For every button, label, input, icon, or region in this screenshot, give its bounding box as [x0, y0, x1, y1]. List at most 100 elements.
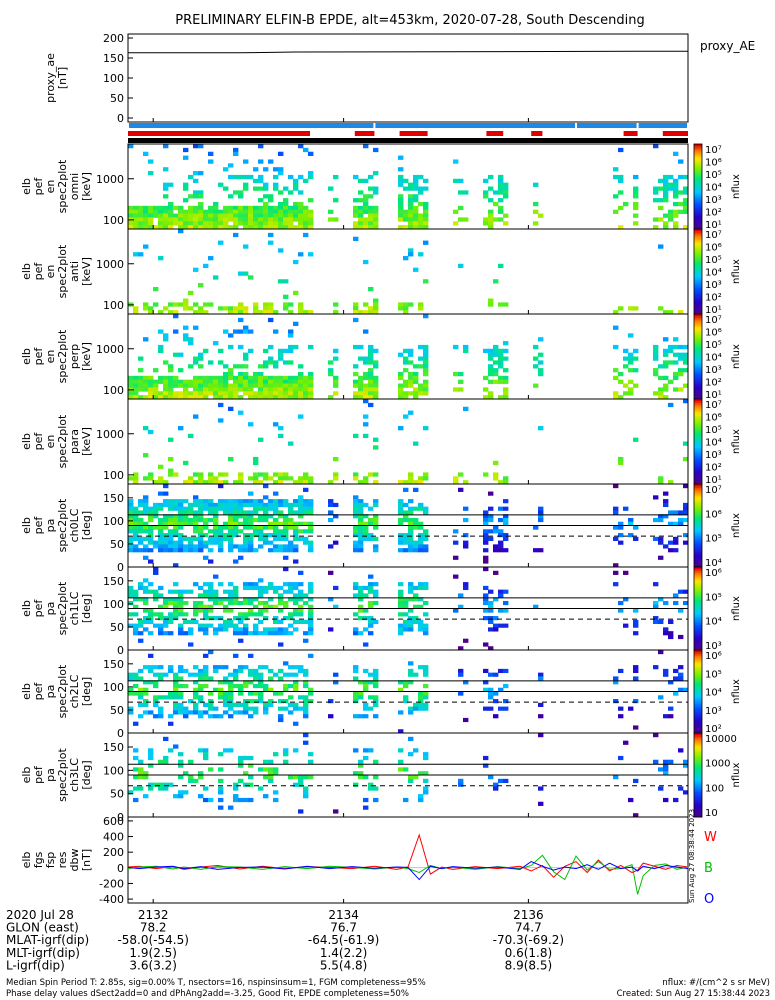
spectrogram-cell	[243, 514, 249, 519]
y-axis-label-line: spec2plot	[56, 244, 69, 298]
colorbar-swatch	[694, 233, 702, 236]
spectrogram-cell	[483, 540, 489, 545]
y-axis-label-7: elb pef pa spec2plot ch1LC [deg]	[20, 581, 93, 635]
spectrogram-cell	[198, 310, 204, 315]
spectrogram-cell	[253, 533, 259, 538]
spectrogram-cell	[268, 205, 274, 211]
colorbar-swatch	[694, 712, 702, 715]
spectrogram-cell	[358, 771, 364, 776]
spin-bar-segment	[638, 123, 687, 128]
spectrogram-cell	[453, 178, 459, 184]
colorbar-swatch	[694, 396, 702, 400]
spectrogram-cell	[658, 480, 664, 485]
spectrogram-cell	[208, 391, 214, 396]
y-axis-label-line: proxy_ae	[44, 53, 57, 103]
colorbar-swatch	[694, 722, 702, 726]
spectrogram-cell	[408, 302, 414, 307]
spectrogram-cell	[413, 775, 419, 780]
colorbar-swatch	[694, 608, 702, 612]
spectrogram-cell	[418, 344, 424, 350]
spectrogram-cell	[223, 502, 229, 508]
spectrogram-cell	[498, 540, 504, 545]
spectrogram-cell	[203, 517, 209, 523]
spectrogram-cell	[143, 665, 149, 670]
spectrogram-cell	[238, 221, 244, 226]
colorbar-swatch	[694, 620, 702, 624]
spectrogram-cell	[248, 600, 254, 606]
spectrogram-cell	[503, 391, 509, 396]
spectrogram-cell	[278, 514, 284, 519]
spectrogram-cell	[208, 548, 214, 553]
x-axis-row-value: 78.2	[140, 921, 167, 935]
colorbar-swatch	[694, 762, 702, 765]
spectrogram-cell	[218, 536, 224, 541]
spectrogram-cell	[178, 533, 184, 538]
spectrogram-cell	[458, 205, 464, 211]
spectrogram-cell	[173, 379, 179, 384]
spectrogram-cell	[243, 375, 249, 381]
spectrogram-cell	[673, 182, 679, 187]
spectrogram-cell	[358, 225, 364, 230]
spectrogram-cell	[493, 597, 499, 602]
spectrogram-cell	[423, 348, 429, 354]
spectrogram-cell	[288, 517, 294, 523]
spectrogram-cell	[358, 597, 364, 602]
spectrogram-cell	[128, 672, 134, 677]
spectrogram-cell	[678, 608, 684, 613]
spectrogram-cell	[128, 612, 134, 617]
spectrogram-cell	[373, 695, 379, 700]
spectrogram-cell	[293, 627, 299, 632]
spectrogram-cell	[413, 480, 419, 485]
spectrogram-cell	[353, 364, 359, 369]
spectrogram-cell	[298, 174, 304, 180]
spectrogram-cell	[308, 604, 314, 609]
colorbar-swatch	[694, 252, 702, 255]
spectrogram-cell	[158, 706, 164, 711]
spectrogram-cell	[618, 540, 624, 545]
colorbar-swatch	[694, 525, 702, 529]
spectrogram-cell	[488, 298, 494, 303]
spectrogram-cell	[273, 589, 279, 594]
spectrogram-cell	[463, 517, 469, 523]
y-tick-label: 150	[103, 575, 124, 588]
spectrogram-cell	[243, 631, 249, 636]
spectrogram-cell	[298, 302, 304, 307]
spectrogram-cell	[403, 356, 409, 361]
spectrogram-cell	[238, 668, 244, 674]
spectrogram-cell	[238, 194, 244, 199]
spectrogram-cell	[248, 476, 254, 481]
spectrogram-cell	[373, 147, 379, 153]
spectrogram-cell	[128, 502, 134, 508]
spectrogram-cell	[218, 221, 224, 226]
spectrogram-cell	[228, 619, 234, 624]
colorbar-swatch	[694, 169, 702, 173]
spectrogram-cell	[143, 521, 149, 526]
spectrogram-cell	[408, 736, 414, 742]
spectrogram-cell	[423, 352, 429, 357]
spectrogram-cell	[183, 514, 189, 519]
spectrogram-cell	[333, 391, 339, 396]
spectrogram-cell	[203, 302, 209, 307]
spectrogram-cell	[163, 533, 169, 538]
spectrogram-cell	[353, 225, 359, 230]
spectrogram-9	[128, 733, 689, 818]
spectrogram-cell	[488, 600, 494, 606]
spectrogram-cell	[173, 514, 179, 519]
colorbar-swatch	[694, 439, 702, 442]
x-tick-label: 2134	[328, 908, 359, 922]
colorbar-swatch	[694, 789, 702, 793]
spectrogram-cell	[258, 387, 264, 392]
spectrogram-cell	[268, 778, 274, 784]
colorbar-swatch	[694, 498, 702, 502]
spectrogram-cell	[258, 221, 264, 226]
spectrogram-cell	[133, 480, 139, 485]
y-axis-label-line: elb	[20, 263, 33, 280]
spectrogram-cell	[368, 600, 374, 606]
spectrogram-cell	[368, 786, 374, 791]
spectrogram-cell	[268, 213, 274, 218]
colorbar-swatch	[694, 581, 702, 585]
spectrogram-cell	[303, 702, 309, 707]
spectrogram-cell	[503, 387, 509, 392]
spectrogram-cell	[368, 217, 374, 222]
